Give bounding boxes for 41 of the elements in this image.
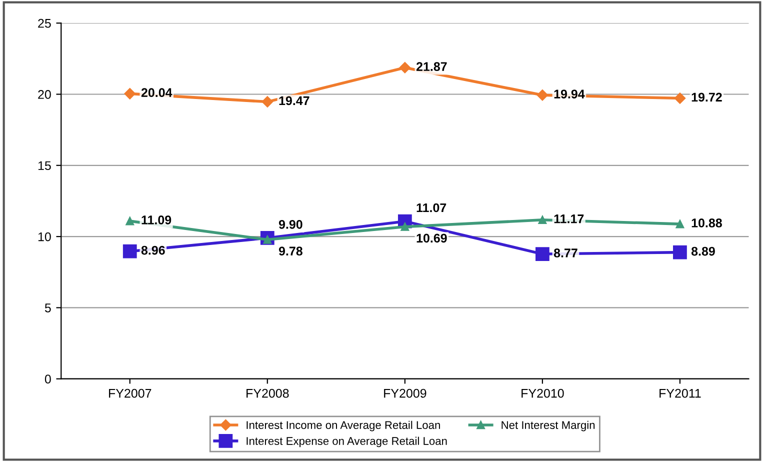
point xyxy=(400,222,410,231)
data-label: 8.77 xyxy=(554,248,578,258)
point xyxy=(676,220,684,228)
y-tick-label: 0 xyxy=(44,374,51,384)
data-label: 19.72 xyxy=(692,92,722,102)
point xyxy=(538,216,547,224)
data-label: 9.90 xyxy=(278,220,302,229)
x-tick-label: FY2010 xyxy=(522,388,564,398)
data-label: 19.47 xyxy=(279,96,310,106)
y-tick-label: 20 xyxy=(38,90,51,99)
point xyxy=(535,247,550,261)
data-label: 10.88 xyxy=(692,218,722,228)
x-tick-label: FY2011 xyxy=(660,388,701,398)
data-label: 11.09 xyxy=(142,216,172,224)
x-tick-label: FY2009 xyxy=(384,388,426,398)
legend-label: Interest Income on Average Retail Loan xyxy=(246,420,440,432)
x-tick-label: FY2008 xyxy=(246,388,289,398)
y-tick-label: 5 xyxy=(44,304,51,312)
data-label: 9.78 xyxy=(278,246,302,256)
point xyxy=(126,216,134,226)
point xyxy=(399,62,411,74)
data-label: 20.04 xyxy=(141,88,172,98)
x-tick-label: FY2007 xyxy=(109,388,152,398)
point xyxy=(124,88,136,100)
point xyxy=(674,92,686,104)
point xyxy=(262,96,274,108)
point xyxy=(536,89,548,101)
data-label: 19.94 xyxy=(554,90,585,98)
data-label: 10.69 xyxy=(416,234,447,243)
point xyxy=(122,244,137,258)
y-tick-label: 25 xyxy=(38,18,51,28)
data-label: 8.89 xyxy=(691,246,715,256)
data-label: 11.17 xyxy=(554,214,584,224)
y-tick-label: 10 xyxy=(38,232,51,242)
data-label: 8.96 xyxy=(141,246,165,255)
data-label: 11.07 xyxy=(416,203,446,212)
legend-label: Interest Expense on Average Retail Loan xyxy=(246,436,447,448)
legend-label: Net Interest Margin xyxy=(502,420,595,432)
point xyxy=(673,245,687,260)
data-label: 21.87 xyxy=(416,62,447,71)
y-tick-label: 15 xyxy=(38,161,51,170)
